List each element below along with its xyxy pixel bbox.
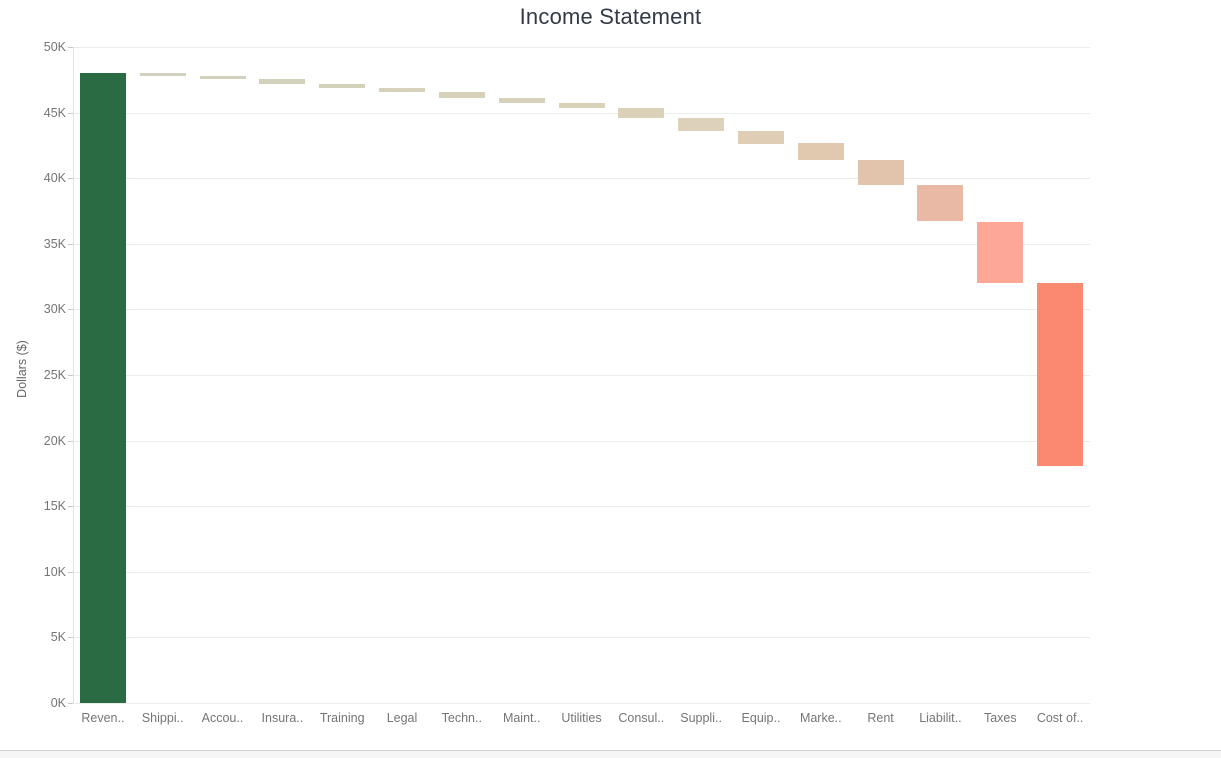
bar-cost-of[interactable] [1037,283,1084,466]
bar-training[interactable] [319,83,366,88]
y-axis-tick-mark [68,309,73,311]
y-axis-tick-mark [68,243,73,245]
gridline-20000 [73,440,1090,442]
y-axis-tick-label: 10K [43,564,66,579]
chart-title: Income Statement [519,4,702,29]
bar-consul[interactable] [618,108,665,118]
bar-legal[interactable] [379,87,425,92]
x-axis-tick-label: Utilities [561,711,602,725]
y-axis-tick-label: 0K [50,696,66,710]
bar-equip[interactable] [738,131,784,144]
gridline-15000 [73,506,1090,508]
y-axis-line [73,47,74,703]
y-axis-tick-mark [68,703,73,704]
y-axis-tick-label: 50K [43,40,66,54]
x-axis-tick-label: Taxes [983,711,1017,725]
x-axis-tick-label: Insura.. [261,711,304,725]
bar-rent[interactable] [857,159,904,185]
x-axis-tick-label: Accou.. [201,711,244,725]
bar-liabilit[interactable] [917,184,964,222]
x-axis-tick-label: Marke.. [799,711,842,725]
bar-suppli[interactable] [678,117,725,131]
gridline-10000 [73,571,1090,573]
y-axis-tick-label: 45K [43,105,66,120]
bar-marke[interactable] [797,143,844,160]
gridline-0 [73,703,1090,704]
y-axis-tick-label: 5K [50,630,66,645]
y-axis-tick-label: 35K [43,236,66,251]
y-axis-tick-label: 25K [43,368,66,382]
bar-techn[interactable] [438,91,485,99]
bar-insura[interactable] [259,79,306,84]
x-axis-tick-label: Reven.. [81,711,125,725]
x-axis-tick-label: Legal [386,711,418,725]
gridline-30000 [73,309,1090,311]
x-axis-tick-label: Training [319,711,365,725]
gridline-5000 [73,637,1090,639]
y-axis-tick-mark [68,440,73,442]
gridline-25000 [73,375,1090,376]
bar-accou[interactable] [199,75,246,80]
y-axis-tick-mark [68,571,73,573]
y-axis-tick-mark [68,375,73,376]
bar-utilities[interactable] [558,103,605,108]
bar-taxes[interactable] [977,221,1024,284]
x-axis-tick-label: Equip.. [741,711,781,725]
x-axis-tick-label: Shippi.. [141,711,184,725]
x-axis-tick-label: Rent [867,711,894,725]
y-axis-tick-label: 20K [43,433,66,448]
gridline-40000 [73,178,1090,180]
gridline-35000 [73,243,1090,245]
y-axis-tick-label: 40K [43,171,66,186]
gridline-45000 [73,112,1090,114]
y-axis-tick-mark [68,506,73,508]
y-axis-tick-mark [68,178,73,180]
bar-shippi[interactable] [139,73,186,76]
x-axis-tick-label: Consul.. [618,711,665,725]
y-axis-tick-mark [68,47,73,48]
x-axis-tick-label: Techn.. [441,711,482,725]
y-axis-tick-mark [68,112,73,114]
x-axis-tick-label: Suppli.. [680,711,722,725]
gridline-50000 [73,47,1090,48]
bar-maint[interactable] [498,98,545,104]
bottom-divider [0,750,1221,758]
bar-reven[interactable] [79,73,126,703]
y-axis-tick-label: 30K [43,302,66,317]
y-axis-tick-mark [68,637,73,639]
x-axis-tick-label: Maint.. [502,711,541,725]
x-axis-tick-label: Liabilit.. [919,711,962,725]
y-axis-tick-label: 15K [43,499,66,514]
x-axis-tick-label: Cost of.. [1036,711,1084,725]
